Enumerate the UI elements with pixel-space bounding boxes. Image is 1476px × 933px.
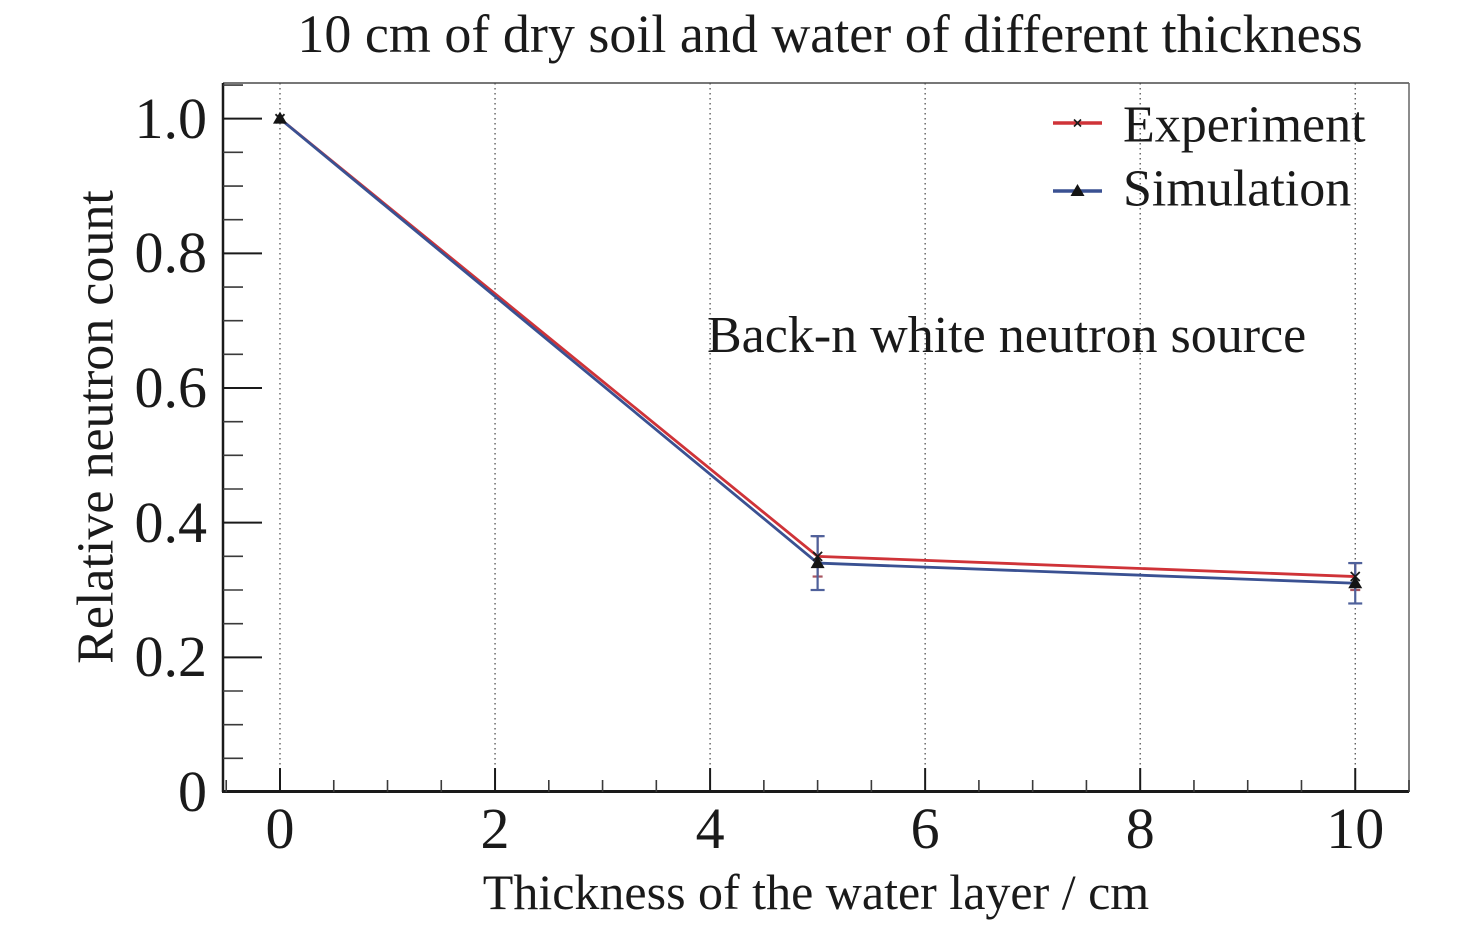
- annotation-text: Back-n white neutron source: [707, 307, 1307, 364]
- y-tick-label: 0.6: [134, 355, 208, 421]
- x-tick-label: 6: [910, 796, 940, 861]
- y-tick-label: 0.2: [134, 624, 208, 690]
- x-axis-title: Thickness of the water layer / cm: [482, 864, 1150, 920]
- legend-x-marker: [1073, 118, 1082, 128]
- y-tick-label: 0.4: [134, 489, 208, 555]
- triangle-marker: [810, 556, 825, 569]
- gridlines: [279, 83, 1356, 792]
- legend-label-simulation: Simulation: [1123, 160, 1352, 218]
- triangle-marker: [272, 111, 287, 124]
- legend-label-experiment: Experiment: [1123, 96, 1366, 154]
- axis-ticks: [223, 84, 1410, 793]
- triangle-marker: [1348, 576, 1363, 589]
- x-tick-label: 4: [695, 796, 725, 861]
- x-tick-label: 2: [480, 796, 510, 861]
- plot-frame: [221, 82, 1410, 793]
- y-tick-label: 1.0: [134, 85, 208, 151]
- y-tick-label: 0.8: [134, 220, 208, 286]
- x-tick-label: 0: [265, 796, 295, 861]
- data-series: [272, 111, 1363, 605]
- y-tick-label: 0: [178, 759, 207, 825]
- legend-triangle-marker: [1070, 184, 1085, 196]
- x-tick-label: 10: [1326, 796, 1385, 861]
- x-tick-label: 8: [1125, 796, 1155, 861]
- chart-title: 10 cm of dry soil and water of different…: [297, 4, 1363, 64]
- legend-markers: [1053, 118, 1102, 196]
- y-axis-title: Relative neutron count: [67, 190, 125, 664]
